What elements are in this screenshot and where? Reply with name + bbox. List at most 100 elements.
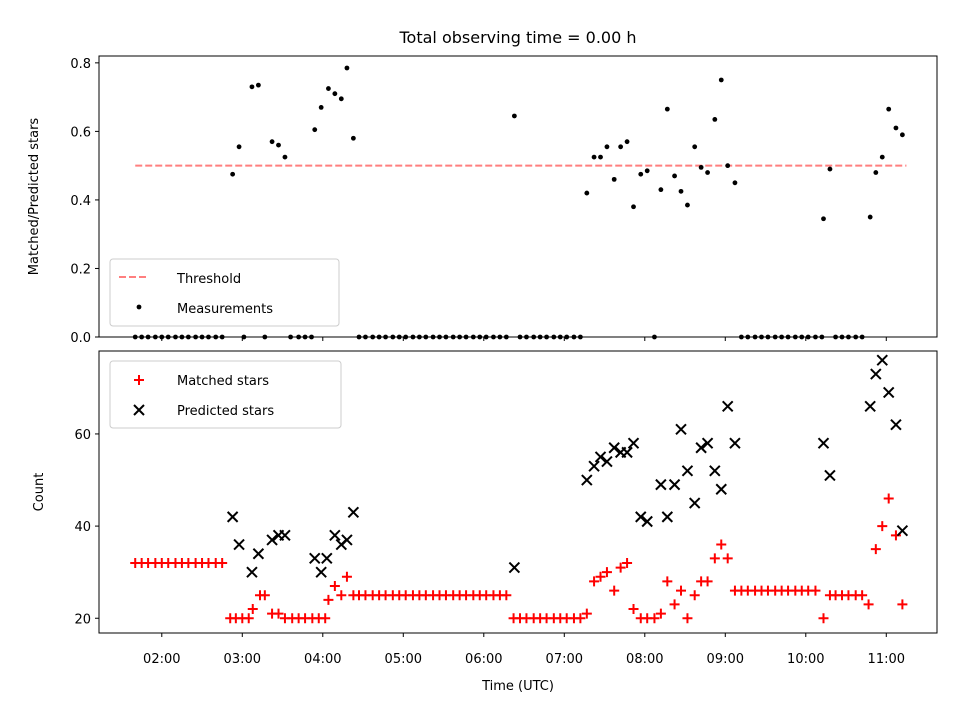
predicted-star-point	[266, 534, 278, 546]
matched-star-point	[323, 594, 334, 605]
top-ytick-label: 0.6	[70, 125, 91, 140]
measurement-point	[544, 334, 549, 340]
measurement-point	[269, 139, 275, 145]
measurement-point	[799, 334, 805, 340]
matched-star-point	[709, 553, 720, 564]
measurement-point	[745, 334, 751, 340]
bottom-xtick-label: 07:00	[546, 652, 583, 667]
matched-star-point	[818, 613, 829, 624]
legend-threshold-label: Threshold	[176, 272, 241, 287]
measurement-point	[779, 334, 785, 340]
legend-predicted-label: Predicted stars	[177, 404, 274, 419]
matched-star-point	[883, 493, 894, 504]
measurement-point	[185, 334, 191, 340]
matched-star-point	[890, 530, 901, 541]
measurement-point	[262, 334, 268, 340]
bottom-ylabel: Count	[32, 473, 47, 512]
matched-star-point	[501, 590, 512, 601]
predicted-star-point	[695, 442, 707, 454]
measurement-point	[159, 334, 165, 340]
predicted-star-point	[347, 506, 360, 518]
bottom-xtick-label: 10:00	[787, 652, 824, 667]
measurement-point	[276, 142, 281, 148]
measurement-point	[383, 334, 388, 340]
predicted-star-point	[882, 386, 895, 399]
bottom-xtick-label: 06:00	[465, 652, 502, 667]
measurement-point	[255, 82, 261, 88]
measurement-point	[772, 334, 778, 340]
predicted-star-point	[721, 400, 734, 413]
measurement-point	[350, 135, 356, 141]
matched-star-point	[336, 590, 347, 601]
measurement-point	[416, 334, 422, 340]
measurement-point	[604, 144, 610, 150]
predicted-star-point	[896, 524, 909, 537]
measurement-point	[173, 334, 178, 340]
matched-star-point	[622, 557, 633, 568]
measurement-point	[598, 154, 603, 160]
measurement-point	[813, 334, 818, 340]
measurement-point	[457, 334, 463, 340]
bottom-ytick-label: 60	[74, 428, 91, 443]
measurement-point	[611, 176, 617, 182]
bottom-axes-frame	[98, 350, 938, 634]
matched-star-point	[247, 604, 258, 615]
measurement-point	[470, 334, 476, 340]
measurement-point	[288, 334, 293, 340]
measurement-point	[463, 334, 469, 340]
bottom-xtick-label: 03:00	[224, 652, 261, 667]
predicted-star-point	[870, 368, 882, 380]
bottom-ytick-label: 20	[74, 612, 91, 627]
measurement-point	[249, 84, 255, 90]
measurement-point	[624, 139, 630, 145]
matched-star-point	[581, 608, 592, 619]
measurement-point	[309, 334, 314, 340]
matched-star-point	[595, 571, 606, 582]
matched-star-point	[655, 608, 666, 619]
measurement-point	[725, 163, 731, 169]
measurement-point	[370, 334, 376, 340]
measurement-point	[241, 334, 247, 340]
measurement-point	[591, 154, 597, 160]
matched-star-point	[676, 585, 687, 596]
predicted-star-point	[246, 566, 258, 578]
predicted-star-point	[688, 497, 701, 509]
measurement-point	[752, 334, 758, 340]
matched-star-point	[863, 599, 874, 610]
predicted-star-point	[581, 474, 593, 486]
measurement-point	[338, 96, 344, 102]
measurement-point	[437, 334, 442, 340]
top-legend-box	[109, 258, 340, 327]
measurement-point	[403, 334, 409, 340]
measurement-point	[326, 86, 331, 91]
predicted-star-point	[627, 437, 640, 449]
measurement-point	[537, 334, 543, 340]
measurement-point	[765, 334, 771, 340]
bottom-xtick-label: 09:00	[707, 652, 744, 667]
matched-star-point	[601, 567, 612, 578]
measurement-point	[199, 334, 205, 340]
measurement-point	[356, 334, 362, 340]
measurement-point	[236, 144, 242, 150]
measurement-point	[524, 334, 529, 340]
measurement-point	[213, 334, 219, 340]
measurement-point	[443, 334, 449, 340]
measurement-point	[230, 171, 236, 177]
matched-star-point	[589, 576, 600, 587]
measurement-point	[517, 334, 523, 340]
legend-matched-label: Matched stars	[177, 374, 269, 389]
measurement-point	[206, 334, 211, 340]
measurement-point	[631, 204, 636, 210]
measurement-point	[193, 334, 198, 340]
predicted-star-point	[588, 460, 600, 472]
measurement-point	[859, 334, 865, 340]
measurement-point	[410, 334, 416, 340]
measurement-point	[853, 334, 859, 340]
measurement-point	[282, 154, 288, 160]
measurement-point	[718, 77, 724, 83]
top-ytick-label: 0.0	[70, 331, 91, 346]
measurement-point	[664, 106, 670, 112]
predicted-star-point	[594, 451, 607, 463]
predicted-star-point	[681, 465, 694, 477]
measurement-point	[332, 91, 338, 97]
